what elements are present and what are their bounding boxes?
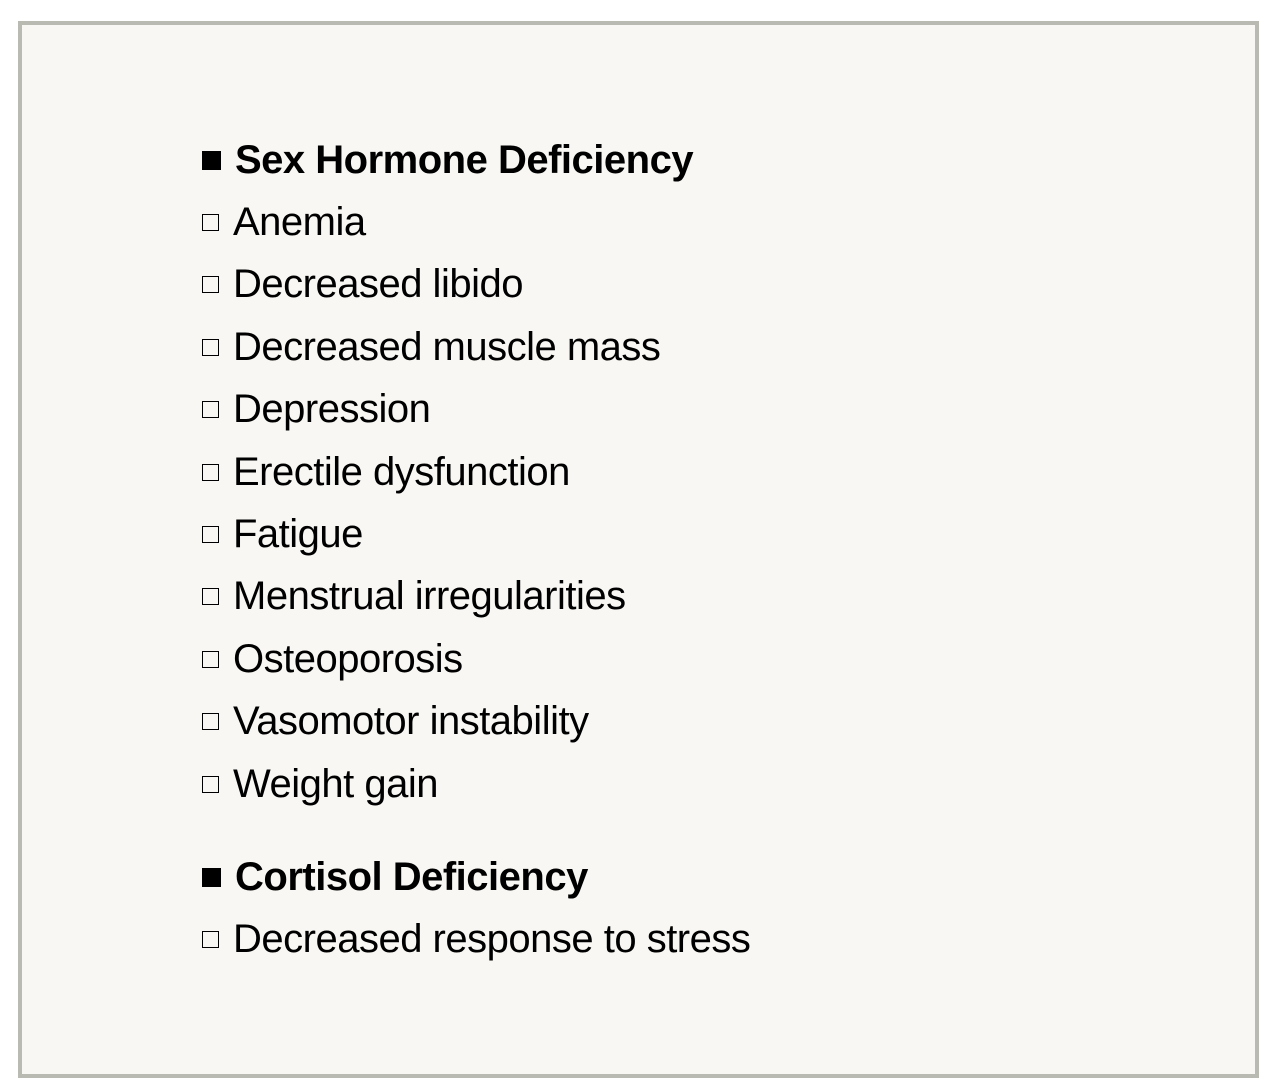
list-item-text: Depression bbox=[233, 387, 431, 432]
list-item: Menstrual irregularities bbox=[202, 566, 750, 628]
list-item-text: Menstrual irregularities bbox=[233, 574, 626, 619]
list-item: Decreased libido bbox=[202, 254, 750, 316]
list-item: Osteoporosis bbox=[202, 628, 750, 690]
list-item-text: Erectile dysfunction bbox=[233, 449, 570, 494]
section-gap bbox=[202, 815, 750, 846]
empty-square-icon bbox=[202, 588, 219, 606]
list-item-text: Vasomotor instability bbox=[233, 699, 589, 744]
symptom-list: Sex Hormone Deficiency Anemia Decreased li… bbox=[202, 129, 751, 971]
list-item: Depression bbox=[202, 379, 750, 441]
list-item: Erectile dysfunction bbox=[202, 441, 750, 503]
section-heading-text: Sex Hormone Deficiency bbox=[235, 137, 694, 182]
list-item-text: Anemia bbox=[233, 200, 366, 245]
section-heading-text: Cortisol Deficiency bbox=[235, 854, 588, 899]
empty-square-icon bbox=[202, 526, 219, 544]
list-item: Weight gain bbox=[202, 753, 750, 815]
list-item: Fatigue bbox=[202, 503, 750, 565]
list-item-text: Decreased muscle mass bbox=[233, 324, 661, 369]
list-item-text: Fatigue bbox=[233, 512, 363, 557]
list-item-text: Weight gain bbox=[233, 761, 439, 806]
section-heading: Sex Hormone Deficiency bbox=[202, 129, 750, 191]
list-item: Anemia bbox=[202, 191, 750, 253]
list-item: Decreased muscle mass bbox=[202, 316, 750, 378]
empty-square-icon bbox=[202, 650, 219, 668]
list-item: Vasomotor instability bbox=[202, 691, 750, 753]
list-item-text: Osteoporosis bbox=[233, 636, 463, 681]
empty-square-icon bbox=[202, 338, 219, 356]
empty-square-icon bbox=[202, 931, 219, 949]
filled-square-icon bbox=[202, 867, 221, 887]
empty-square-icon bbox=[202, 463, 219, 481]
content-box: Sex Hormone Deficiency Anemia Decreased li… bbox=[18, 21, 1259, 1078]
empty-square-icon bbox=[202, 276, 219, 294]
filled-square-icon bbox=[202, 150, 221, 170]
list-item: Decreased response to stress bbox=[202, 909, 751, 971]
empty-square-icon bbox=[202, 401, 219, 419]
list-item-text: Decreased libido bbox=[233, 262, 523, 307]
empty-square-icon bbox=[202, 214, 219, 232]
empty-square-icon bbox=[202, 775, 219, 793]
empty-square-icon bbox=[202, 713, 219, 731]
section-heading: Cortisol Deficiency bbox=[202, 846, 750, 908]
list-item-text: Decreased response to stress bbox=[233, 917, 751, 962]
